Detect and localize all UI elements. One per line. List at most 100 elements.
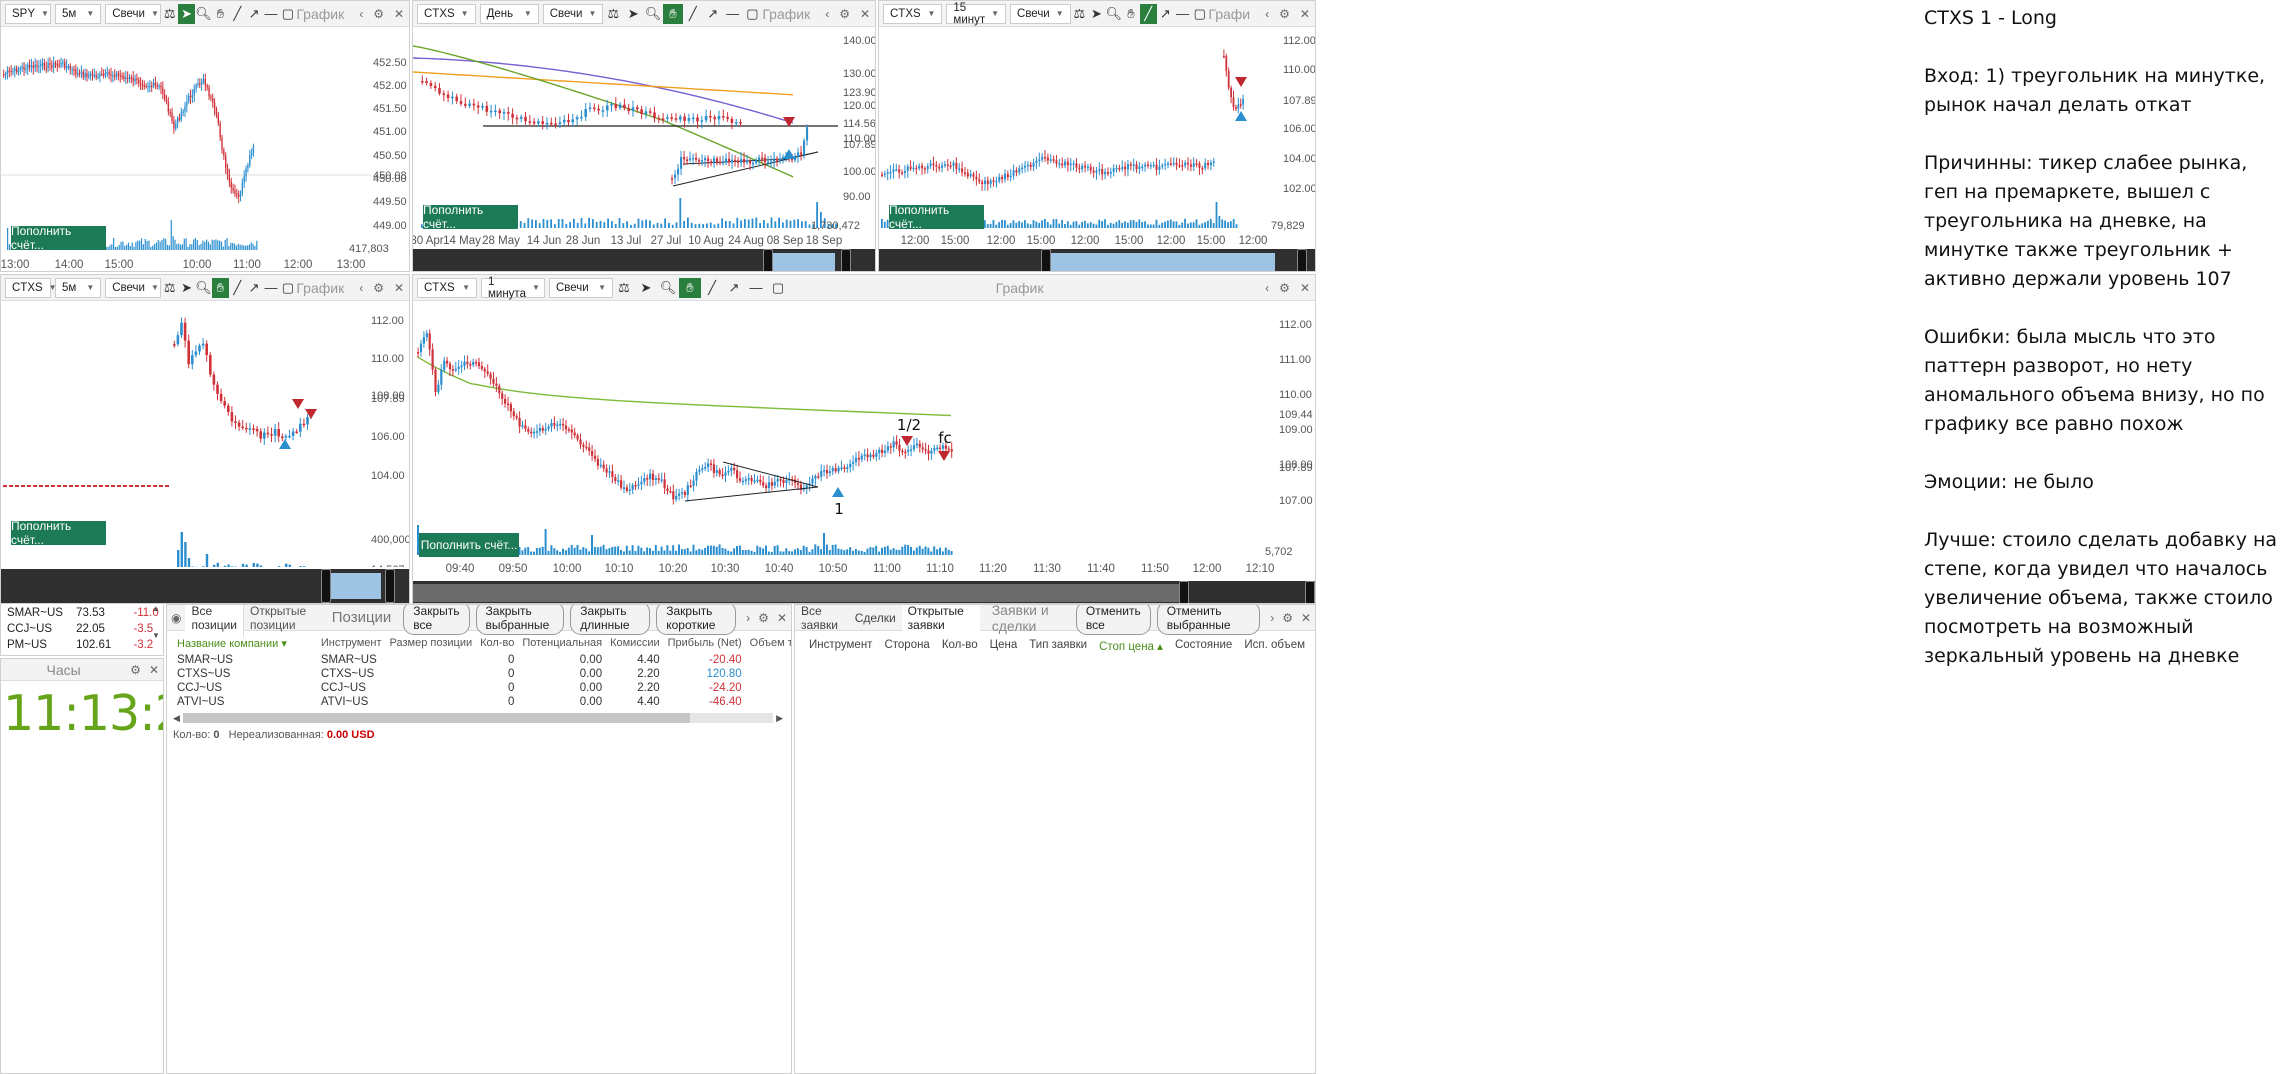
deposit-button[interactable]: Пополнить счёт...: [419, 533, 519, 557]
deposit-button[interactable]: Пополнить счёт...: [11, 224, 106, 252]
close-selected-button[interactable]: Закрыть выбранные: [475, 605, 565, 635]
column-header[interactable]: Размер позиции: [389, 637, 473, 649]
gear-icon[interactable]: ⚙: [758, 610, 769, 625]
close-icon[interactable]: ✕: [860, 6, 871, 21]
symbol-select[interactable]: CTXS ▼: [417, 3, 476, 24]
column-header[interactable]: Состояние: [1174, 639, 1233, 651]
close-icon[interactable]: ✕: [148, 662, 159, 677]
zoom-icon[interactable]: 🔍︎: [195, 5, 212, 21]
navigator-handle-right[interactable]: [1305, 581, 1315, 603]
cursor-icon[interactable]: ➤: [640, 279, 652, 295]
chart-type-select[interactable]: Свечи ▼: [542, 3, 604, 24]
column-header[interactable]: Кол-во: [941, 639, 978, 651]
gear-icon[interactable]: ⚙: [839, 6, 850, 21]
close-icon[interactable]: ✕: [1299, 280, 1310, 295]
scroll-left-icon[interactable]: ◀: [173, 712, 180, 723]
gear-icon[interactable]: ⚙: [1282, 610, 1293, 625]
interval-select[interactable]: 1 минута ▼: [481, 276, 545, 300]
navigator-handle-left[interactable]: [321, 569, 331, 603]
arrow-tool-icon[interactable]: ↗: [1159, 5, 1171, 21]
close-long-button[interactable]: Закрыть длинные: [570, 605, 651, 635]
cursor-icon[interactable]: ➤: [1091, 5, 1102, 21]
cancel-all-button[interactable]: Отменить все: [1075, 605, 1151, 635]
hand-icon[interactable]: ✋︎: [216, 5, 225, 21]
deposit-button[interactable]: Пополнить счёт...: [11, 519, 106, 547]
cancel-selected-button[interactable]: Отменить выбранные: [1156, 605, 1261, 635]
symbol-select[interactable]: CTXS ▼: [5, 277, 57, 298]
zoom-icon[interactable]: 🔍︎: [1105, 5, 1122, 21]
navigator-handle-right[interactable]: [841, 249, 851, 271]
tab-trades[interactable]: Сделки: [854, 610, 896, 625]
navigator-handle-right[interactable]: [1297, 249, 1307, 271]
hline-tool-icon[interactable]: —: [726, 6, 740, 21]
chevron-right-icon[interactable]: ›: [1270, 610, 1275, 625]
chart-type-select[interactable]: Свечи ▼: [1010, 3, 1071, 24]
price-chart[interactable]: 452.50 452.00 451.50 451.00 450.50 450.08450.…: [1, 28, 410, 272]
arrow-tool-icon[interactable]: ↗: [248, 279, 260, 295]
column-header[interactable]: Потенциальная: [522, 637, 603, 649]
symbol-select[interactable]: CTXS ▼: [417, 277, 477, 298]
tab-all-positions[interactable]: Все позиции: [185, 605, 245, 637]
interval-select[interactable]: 5м ▼: [55, 3, 102, 24]
watchlist-row[interactable]: CCJ~US 22.05 -3.5: [7, 621, 163, 637]
watchlist-row[interactable]: SMAR~US 73.53 -11.0: [7, 605, 163, 621]
indicators-icon[interactable]: ⚖: [163, 279, 176, 295]
gear-icon[interactable]: ⚙: [1279, 6, 1290, 21]
navigator-scrollbar[interactable]: [413, 249, 875, 271]
deposit-button[interactable]: Пополнить счёт...: [423, 203, 518, 231]
hand-icon[interactable]: ✋︎: [679, 277, 701, 298]
pin-icon[interactable]: ◉: [171, 610, 182, 625]
close-icon[interactable]: ✕: [1299, 6, 1310, 21]
line-tool-icon[interactable]: ╱: [688, 5, 697, 21]
zoom-icon[interactable]: 🔍︎: [195, 279, 212, 295]
scroll-right-icon[interactable]: ▶: [776, 712, 783, 723]
collapse-icon[interactable]: ‹: [1265, 6, 1270, 21]
navigator-scrollbar[interactable]: [879, 249, 1315, 271]
column-header[interactable]: Комиссии: [610, 637, 660, 649]
symbol-select[interactable]: SPY ▼: [5, 3, 51, 24]
watchlist-row[interactable]: PM~US 102.61 -3.2: [7, 637, 163, 653]
indicators-icon[interactable]: ⚖: [1073, 5, 1086, 21]
navigator-scrollbar[interactable]: [1, 569, 409, 603]
rect-tool-icon[interactable]: ▢: [281, 279, 295, 295]
tab-all-orders[interactable]: Все заявки: [801, 604, 839, 632]
price-chart[interactable]: 112.00 110.00 107.89 106.00 104.00 102.00 79,8…: [879, 28, 1316, 248]
collapse-icon[interactable]: ‹: [359, 6, 364, 21]
rect-tool-icon[interactable]: ▢: [1193, 5, 1206, 21]
tab-open-positions[interactable]: Открытые позиции: [250, 604, 307, 632]
cursor-icon[interactable]: ➤: [627, 5, 639, 21]
hline-tool-icon[interactable]: —: [1176, 6, 1190, 21]
rect-tool-icon[interactable]: ▢: [746, 5, 759, 21]
chevron-right-icon[interactable]: ›: [746, 610, 751, 625]
column-header[interactable]: Кол-во: [480, 637, 515, 649]
arrow-tool-icon[interactable]: ↗: [248, 5, 260, 21]
deposit-button[interactable]: Пополнить счёт...: [889, 203, 984, 231]
gear-icon[interactable]: ⚙: [130, 662, 141, 677]
interval-select[interactable]: 15 минут ▼: [946, 2, 1007, 26]
rect-tool-icon[interactable]: ▢: [281, 5, 295, 21]
hline-tool-icon[interactable]: —: [749, 280, 763, 295]
indicators-icon[interactable]: ⚖: [618, 279, 630, 295]
line-tool-icon[interactable]: ╱: [708, 279, 716, 295]
arrow-tool-icon[interactable]: ↗: [728, 279, 740, 295]
navigator-handle-left[interactable]: [1179, 581, 1189, 603]
column-header[interactable]: Название компании ▾: [177, 637, 287, 650]
interval-select[interactable]: 5м ▼: [55, 277, 102, 298]
gear-icon[interactable]: ⚙: [1279, 280, 1290, 295]
close-icon[interactable]: ✕: [776, 610, 787, 625]
hand-icon[interactable]: ✋︎: [211, 277, 229, 298]
column-header[interactable]: Прибыль (Net): [667, 637, 742, 649]
scrollbar-horizontal[interactable]: ◀ ▶: [173, 711, 783, 725]
collapse-icon[interactable]: ‹: [359, 280, 364, 295]
hline-tool-icon[interactable]: —: [264, 6, 278, 21]
close-icon[interactable]: ✕: [393, 6, 405, 21]
hand-icon[interactable]: ✋︎: [1127, 5, 1135, 21]
cursor-icon[interactable]: ➤: [181, 279, 193, 295]
column-header[interactable]: Объем торгов: [749, 637, 791, 649]
indicators-icon[interactable]: ⚖: [163, 5, 176, 21]
